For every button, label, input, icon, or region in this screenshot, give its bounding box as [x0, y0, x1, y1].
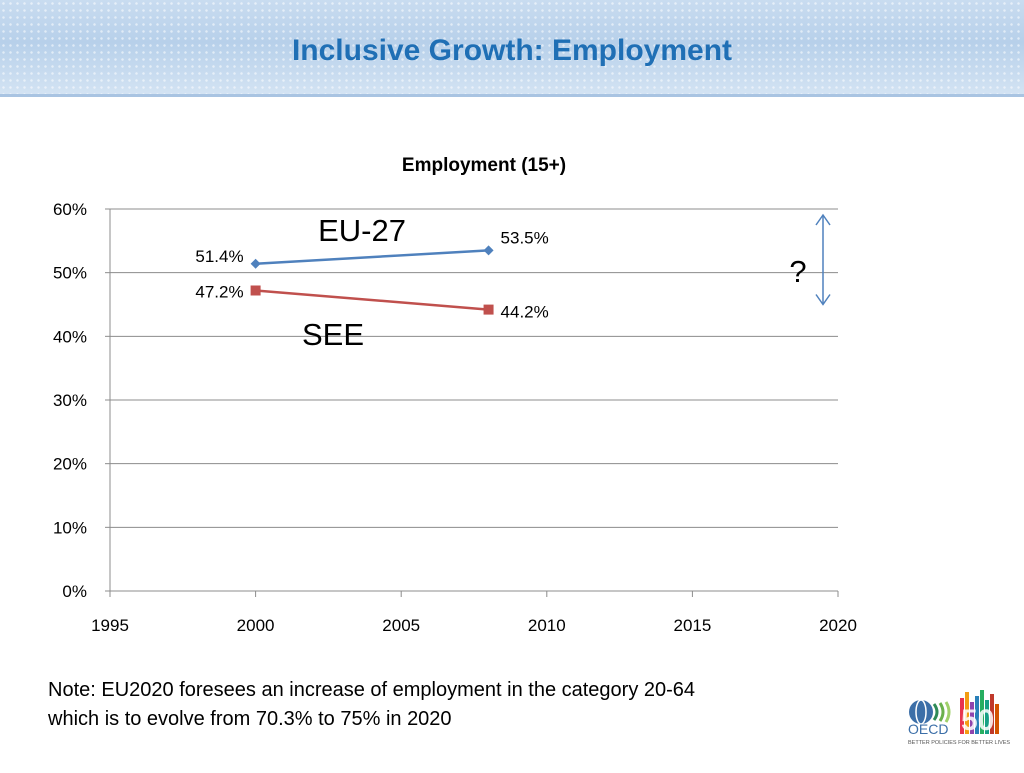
x-tick-label: 2015: [673, 616, 711, 635]
oecd-wordmark: OECD: [908, 721, 948, 737]
note-line-1: Note: EU2020 foresees an increase of emp…: [48, 679, 696, 701]
data-point: [483, 245, 494, 256]
note-line-2: which is to evolve from 70.3% to 75% in …: [48, 708, 452, 730]
y-tick-label: 30%: [53, 391, 87, 410]
note-text: Note: EU2020 foresees an increase of emp…: [48, 676, 888, 734]
y-tick-label: 40%: [53, 327, 87, 346]
chart-title: Employment (15+): [402, 155, 566, 176]
series-label-eu27: EU-27: [318, 213, 406, 248]
data-label: 47.2%: [195, 282, 243, 301]
oecd-tagline: BETTER POLICIES FOR BETTER LIVES: [908, 740, 1010, 746]
y-tick-label: 20%: [53, 455, 87, 474]
arrow-head-up-icon: [815, 213, 831, 226]
slide-header: Inclusive Growth: Employment: [0, 0, 1024, 97]
data-point: [250, 258, 261, 269]
series-line-eu-27: [255, 249, 489, 266]
data-point: [250, 285, 261, 296]
series-line-see: [255, 289, 489, 311]
x-tick-label: 1995: [91, 616, 129, 635]
y-tick-label: 60%: [53, 200, 87, 219]
y-tick-label: 0%: [62, 582, 87, 601]
y-tick-label: 10%: [53, 518, 87, 537]
oecd-arc-lime: [944, 701, 951, 723]
x-tick-label: 2000: [237, 616, 275, 635]
oecd-50-mark: 50: [961, 704, 994, 737]
oecd-logo: OECD 50 BETTER POLICIES FOR BETTER LIVES: [888, 672, 1024, 768]
data-point: [483, 304, 494, 315]
data-label: 44.2%: [501, 303, 549, 322]
data-label: 51.4%: [195, 247, 243, 266]
x-tick-label: 2010: [528, 616, 566, 635]
slide-title: Inclusive Growth: Employment: [291, 34, 733, 67]
x-tick-label: 2005: [382, 616, 420, 635]
oecd-logo-graphic: OECD 50 BETTER POLICIES FOR BETTER LIVES: [908, 690, 1010, 746]
annotation-question-mark: ?: [789, 254, 806, 289]
y-tick-label: 50%: [53, 264, 87, 283]
x-tick-label: 2020: [819, 616, 857, 635]
arrow-head-down-icon: [815, 294, 831, 306]
oecd-globe-icon: [909, 700, 933, 724]
oecd-arc-green: [932, 703, 939, 721]
data-label: 53.5%: [501, 228, 549, 247]
series-label-see: SEE: [302, 317, 364, 352]
oecd-arc-lightgreen: [938, 702, 945, 722]
